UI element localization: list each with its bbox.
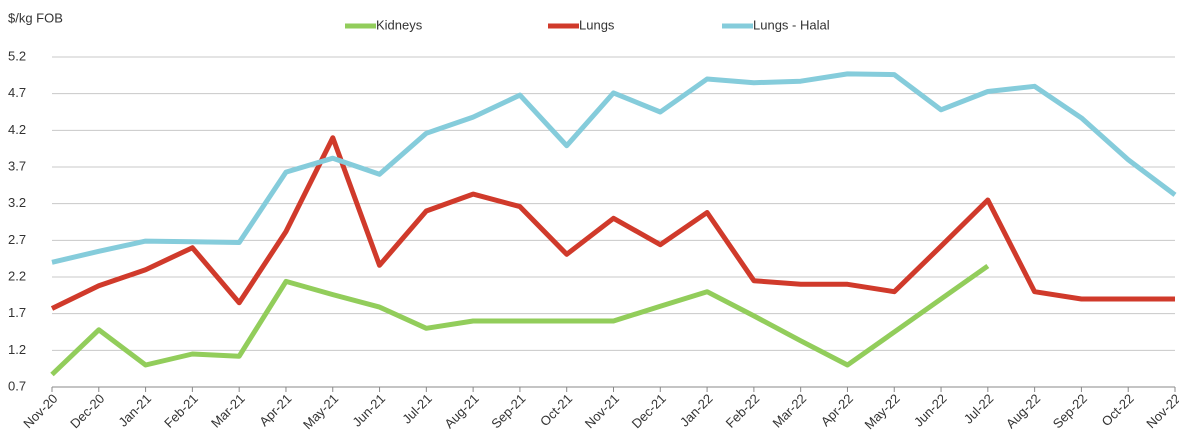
x-tick-label: Mar-21	[208, 391, 248, 431]
x-tick-label: Apr-21	[256, 391, 294, 429]
y-tick-label: 4.2	[8, 122, 26, 137]
x-tick-label: Aug-21	[441, 391, 481, 431]
x-tick-label: Nov-22	[1143, 391, 1179, 431]
y-tick-label: 5.2	[8, 48, 26, 63]
y-tick-label: 3.7	[8, 158, 26, 173]
y-tick-label: 4.7	[8, 85, 26, 100]
x-tick-label: Apr-22	[818, 391, 856, 429]
x-tick-label: Feb-21	[161, 391, 201, 431]
x-tick-label: Nov-21	[582, 391, 622, 431]
y-tick-label: 0.7	[8, 378, 26, 393]
y-axis-label: $/kg FOB	[8, 10, 63, 25]
series-line	[51, 71, 1177, 265]
series-line	[50, 135, 1175, 311]
x-tick-label: May-22	[862, 391, 903, 432]
x-tick-label: Oct-22	[1099, 391, 1137, 429]
y-tick-label: 1.2	[8, 342, 26, 357]
y-tick-label: 2.7	[8, 232, 26, 247]
y-tick-label: 2.2	[8, 268, 26, 283]
x-tick-label: Jan-22	[677, 391, 716, 430]
x-tick-label: Jun-21	[349, 391, 388, 430]
x-tick-label: Sep-22	[1050, 391, 1090, 431]
series-line	[50, 263, 990, 377]
x-tick-label: Aug-22	[1003, 391, 1043, 431]
x-tick-label: Jul-21	[399, 391, 435, 427]
legend-label: Lungs	[579, 17, 615, 32]
x-tick-label: Dec-21	[629, 391, 669, 431]
x-tick-label: Nov-20	[20, 391, 60, 431]
x-tick-label: Oct-21	[537, 391, 575, 429]
legend-label: Lungs - Halal	[753, 17, 830, 32]
legend-label: Kidneys	[376, 17, 423, 32]
x-tick-label: Mar-22	[769, 391, 809, 431]
x-tick-label: Sep-21	[488, 391, 528, 431]
x-tick-label: Dec-20	[67, 391, 107, 431]
y-tick-label: 3.2	[8, 195, 26, 210]
x-tick-label: May-21	[300, 391, 341, 432]
x-tick-label: Jan-21	[115, 391, 154, 430]
x-tick-label: Jun-22	[911, 391, 950, 430]
x-tick-label: Feb-22	[723, 391, 763, 431]
y-tick-label: 1.7	[8, 305, 26, 320]
x-tick-label: Jul-22	[961, 391, 997, 427]
